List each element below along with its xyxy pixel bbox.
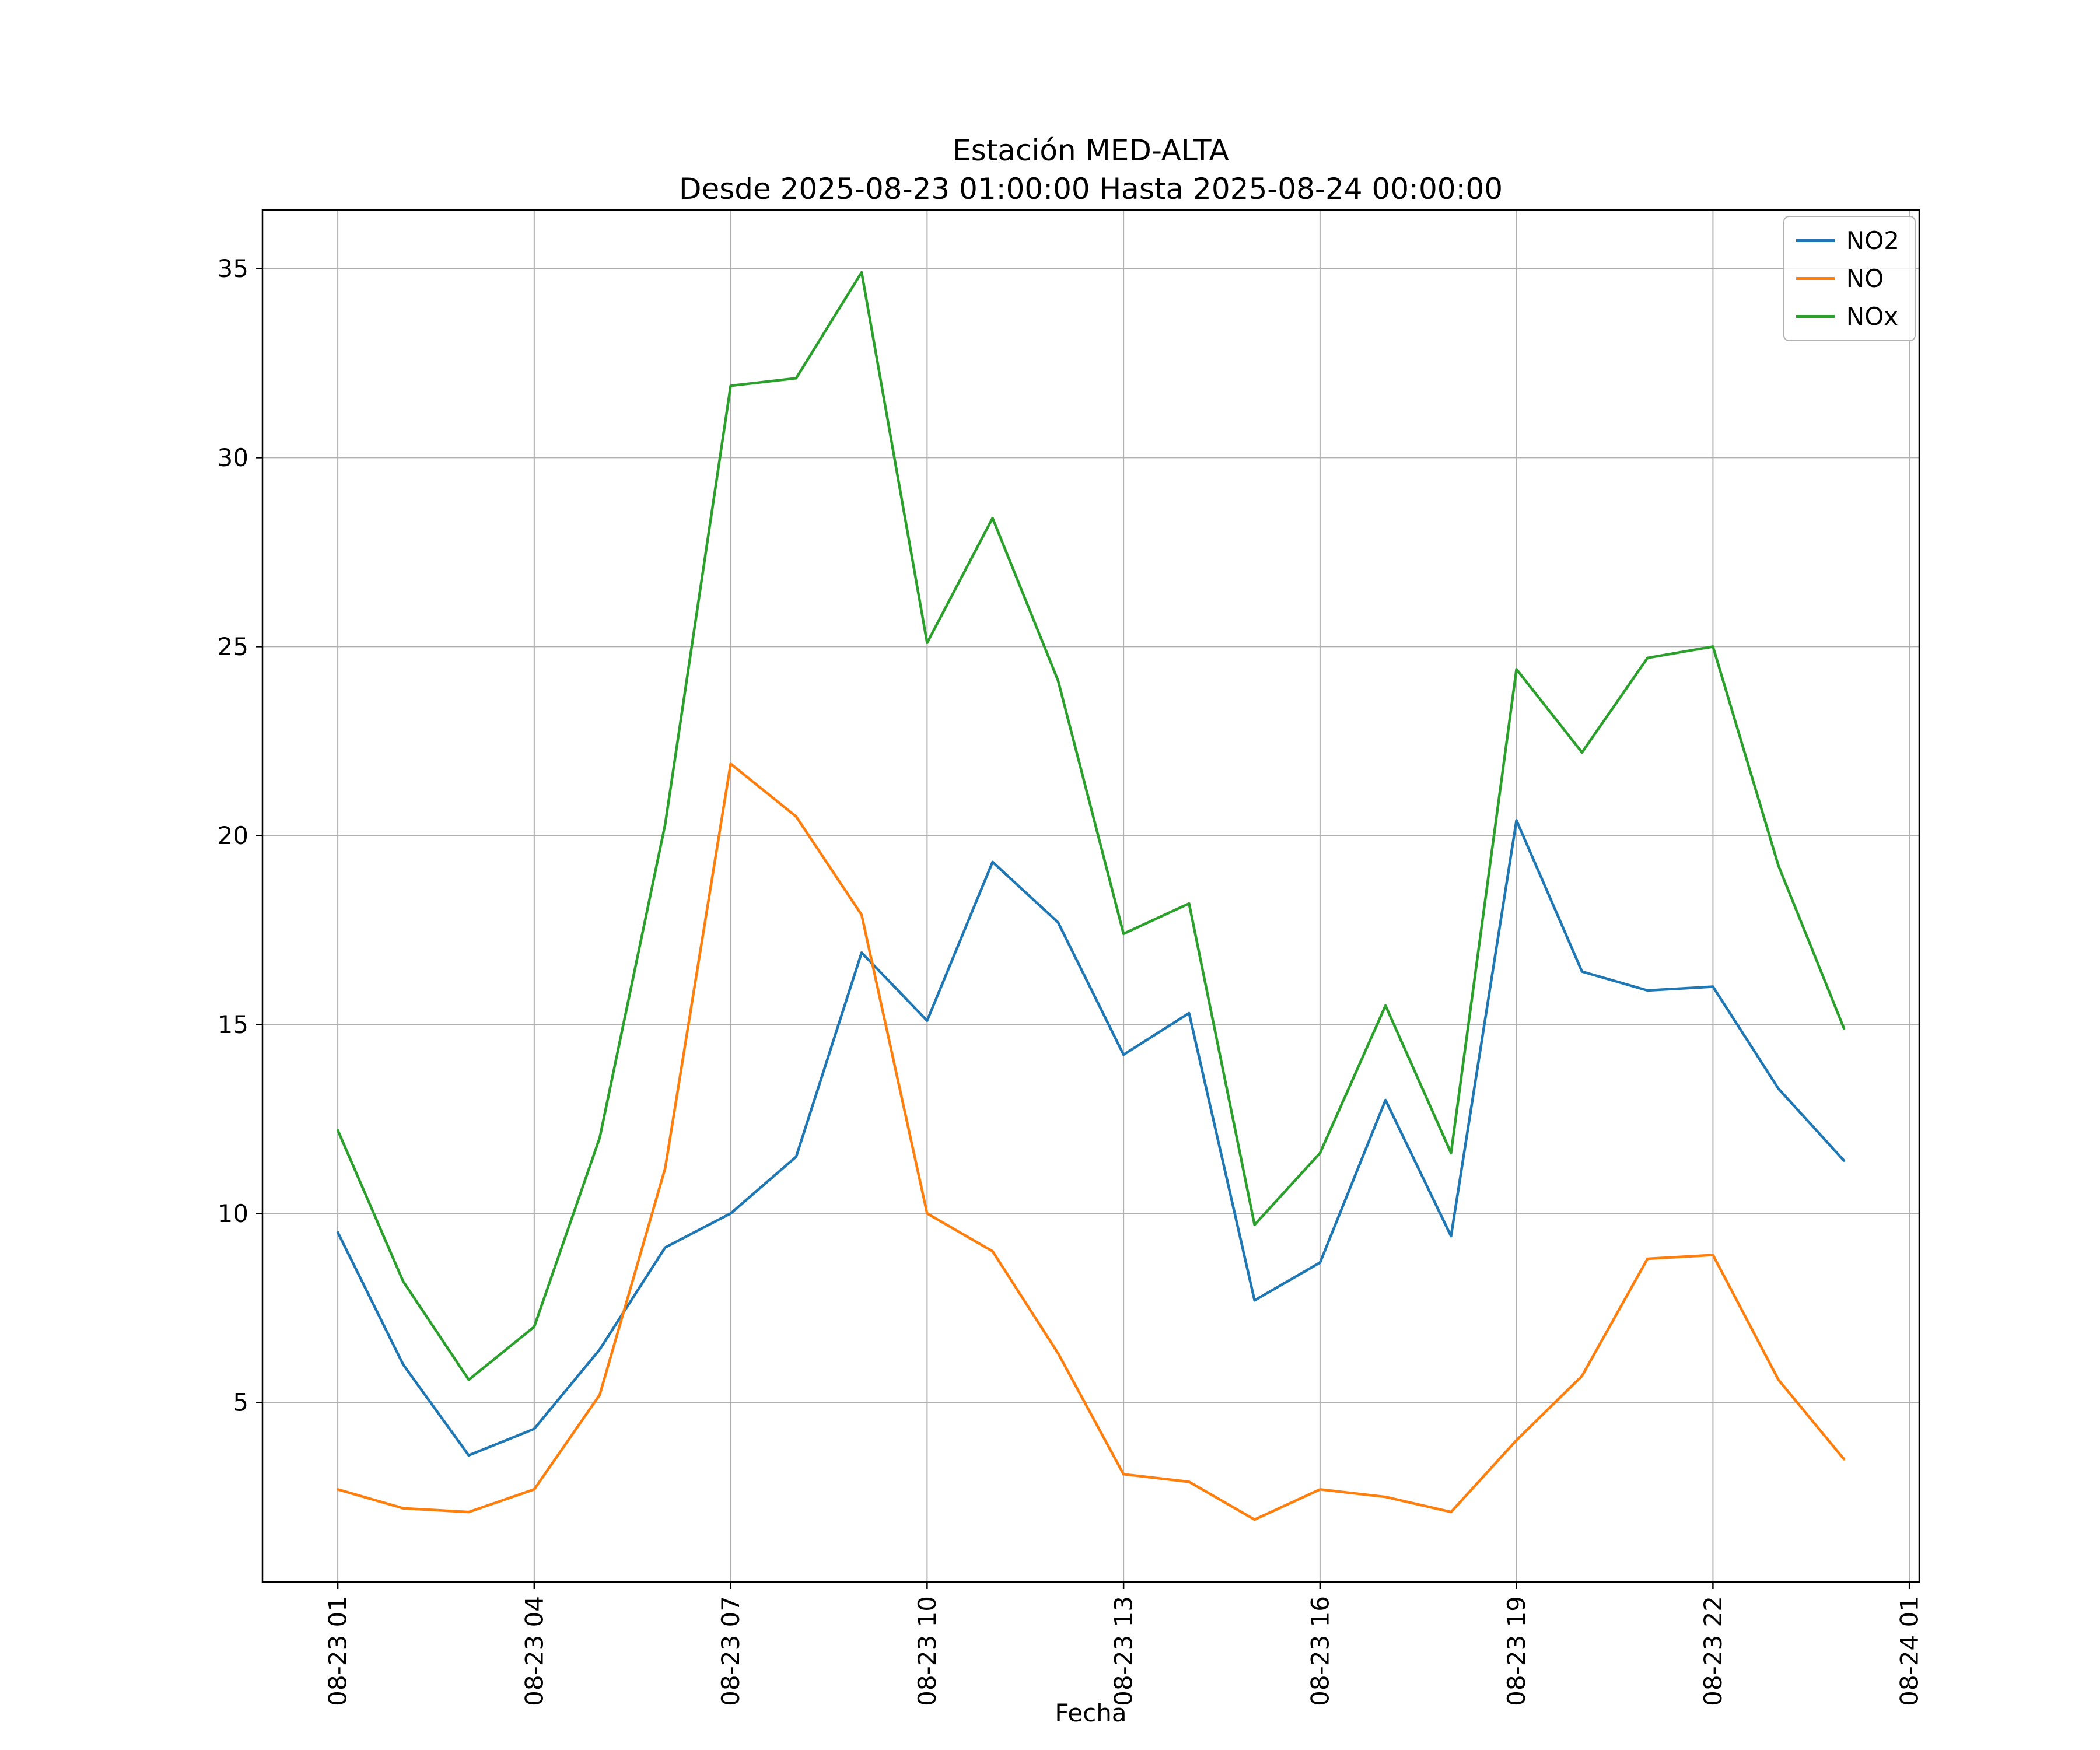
plot-border	[261, 209, 1920, 1583]
y-tick-label: 10	[218, 1199, 249, 1228]
x-tick-label: 08-23 13	[1110, 1596, 1138, 1706]
y-tick-label: 20	[218, 821, 249, 850]
no-line-swatch	[1796, 277, 1835, 280]
x-tick-label: 08-23 10	[913, 1596, 942, 1706]
y-tick-label: 25	[218, 632, 249, 661]
no2-line-swatch	[1796, 239, 1835, 242]
x-tick-label: 08-24 01	[1895, 1596, 1924, 1706]
y-tick-label: 35	[218, 254, 249, 283]
legend: NO2 NO NOx	[1783, 216, 1916, 341]
chart-title-line1: Estación MED-ALTA	[953, 134, 1229, 167]
chart-title: Estación MED-ALTA Desde 2025-08-23 01:00…	[262, 131, 1919, 208]
legend-label-no: NO	[1846, 264, 1884, 293]
x-axis-label: Fecha	[1055, 1699, 1127, 1727]
x-tick-label: 08-23 16	[1306, 1596, 1334, 1706]
series-line-no2	[336, 819, 1846, 1457]
x-tick-label: 08-23 07	[716, 1596, 745, 1706]
x-tick-label: 08-23 04	[520, 1596, 548, 1706]
series-line-no	[336, 762, 1846, 1521]
x-tick-label: 08-23 01	[324, 1596, 352, 1706]
legend-item-nox: NOx	[1796, 302, 1899, 331]
chart-title-line2: Desde 2025-08-23 01:00:00 Hasta 2025-08-…	[678, 172, 1503, 206]
y-tick-label: 15	[218, 1010, 249, 1039]
legend-item-no2: NO2	[1796, 226, 1899, 255]
nox-line-swatch	[1796, 315, 1835, 318]
y-tick-label: 5	[233, 1388, 249, 1417]
legend-label-no2: NO2	[1846, 226, 1899, 255]
x-tick-label: 08-23 19	[1502, 1596, 1531, 1706]
series-line-nox	[336, 271, 1846, 1381]
legend-label-nox: NOx	[1846, 302, 1899, 331]
legend-item-no: NO	[1796, 264, 1899, 293]
x-tick-label: 08-23 22	[1699, 1596, 1727, 1706]
y-tick-label: 30	[218, 443, 249, 472]
